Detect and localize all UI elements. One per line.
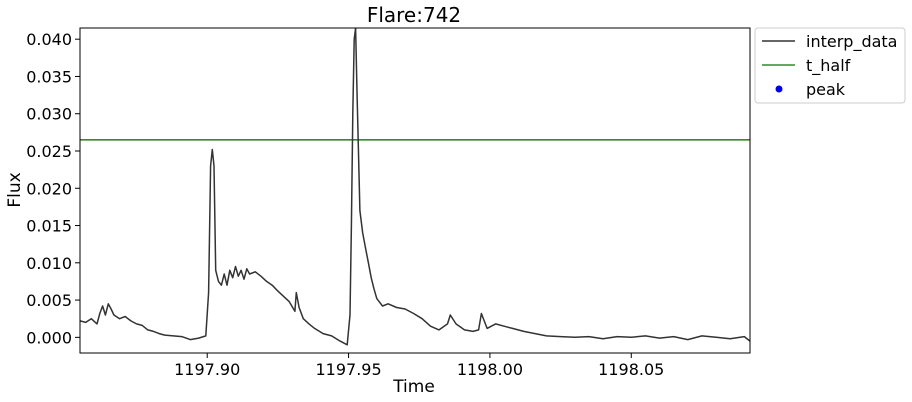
y-axis-label: Flux: [5, 172, 25, 207]
interp-data-line: [80, 28, 750, 346]
x-axis-ticks: 1197.90 1197.95 1198.00 1198.05: [174, 353, 664, 379]
legend-swatch-peak: [775, 85, 783, 93]
y-tick-label: 0.025: [26, 142, 72, 161]
y-axis-ticks: 0.000 0.005 0.010 0.015 0.020 0.025 0.030 0.035…: [26, 30, 80, 347]
y-tick-label: 0.040: [26, 30, 72, 49]
plot-area: [80, 28, 750, 346]
x-tick-label: 1198.00: [457, 360, 523, 379]
y-tick-label: 0.010: [26, 254, 72, 273]
x-tick-label: 1197.90: [174, 360, 240, 379]
y-tick-label: 0.005: [26, 291, 72, 310]
chart-title: Flare:742: [367, 3, 461, 27]
plot-frame: [79, 27, 751, 354]
legend-label-peak: peak: [806, 80, 846, 99]
y-tick-label: 0.035: [26, 67, 72, 86]
y-tick-label: 0.030: [26, 105, 72, 124]
legend-label-t-half: t_half: [806, 56, 851, 76]
y-tick-label: 0.020: [26, 179, 72, 198]
x-tick-label: 1198.05: [598, 360, 664, 379]
x-axis-label: Time: [392, 377, 435, 397]
y-tick-label: 0.000: [26, 328, 72, 347]
legend: interp_data t_half peak: [754, 27, 906, 104]
y-tick-label: 0.015: [26, 217, 72, 236]
legend-box: [754, 27, 906, 104]
x-tick-label: 1197.95: [315, 360, 381, 379]
legend-label-interp-data: interp_data: [806, 32, 897, 52]
